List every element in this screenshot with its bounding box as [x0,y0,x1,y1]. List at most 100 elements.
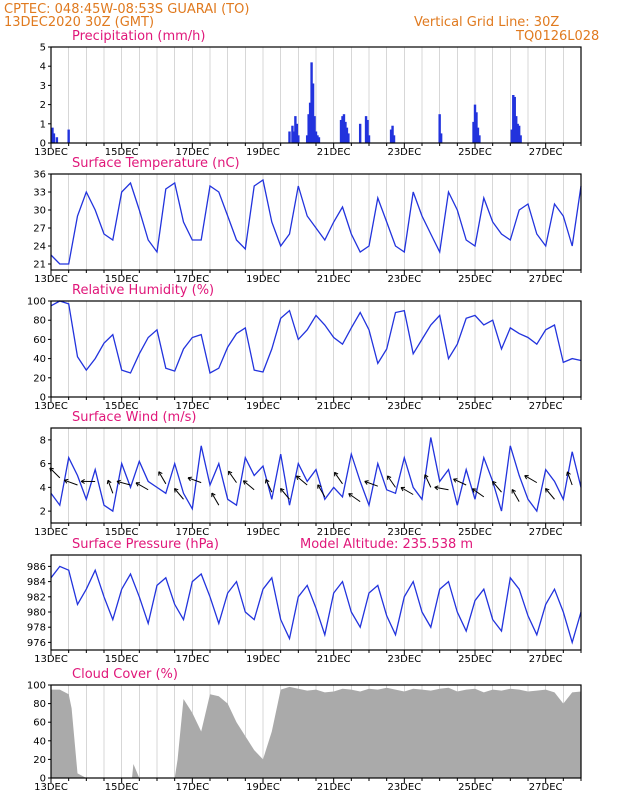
wind-arrow-shaft [243,480,255,491]
precip-bar [392,135,396,143]
wind-arrow-shaft [472,488,485,498]
cloud-xtick-label: 13DEC [34,782,68,793]
wind-ytick-label: 8 [40,435,46,446]
temp-xtick-label: 21DEC [317,274,351,285]
precip-xtick-label: 27DEC [529,147,563,158]
precip-bar [52,133,56,143]
precip-bar [314,131,318,143]
wind-arrow [492,480,502,493]
wind-arrow-shaft [187,477,202,484]
wind-arrow-head [107,479,112,484]
wind-arrow-head [424,474,429,478]
cloud-ytick-label: 20 [33,755,46,766]
wind-xtick-label: 21DEC [317,527,351,538]
rh-xtick-label: 17DEC [175,401,209,412]
pressure-xtick-label: 27DEC [529,654,563,665]
wind-arrow-head [158,471,163,475]
cloud-xtick-label: 23DEC [387,782,421,793]
humidity-panel: Relative Humidity (%) 0 20 40 60 80 100 13DEC 1… [27,283,582,412]
wind-arrow-shaft [545,488,555,500]
cloud-xtick-label: 17DEC [175,782,209,793]
wind-xtick-label: 27DEC [529,527,563,538]
wind-arrow-shaft [64,479,78,486]
cloud-ytick-label: 80 [33,699,46,710]
wind-arrow-shaft [296,475,308,486]
precip-bar [308,102,312,143]
precip-xtick-label: 19DEC [246,147,280,158]
wind-ytick-label: 2 [40,507,46,518]
cloud-ytick-label: 40 [33,736,46,747]
pressure-xtick-label: 17DEC [175,654,209,665]
wind-arrow-head [116,481,121,485]
wind-arrow-shaft [265,479,273,493]
wind-arrow-head [280,488,285,491]
pressure-series-line [50,565,582,645]
wind-arrow-head [317,484,322,488]
precip-bar [316,135,319,143]
wind-arrow [280,488,290,500]
precip-bar [344,121,347,143]
wind-ytick-label: 4 [40,483,46,494]
wind-arrow-head [106,480,109,485]
wind-arrow [317,484,326,498]
wind-arrow-shaft [211,492,220,506]
wind-arrow-head [364,481,368,485]
precip-bar [519,135,522,143]
precip-bar [439,133,443,143]
cloud-cover-panel: Cloud Cover (%) 0 20 40 60 80 100 13DEC 15DEC 17… [27,667,582,793]
wind-arrow-shaft [400,487,414,495]
wind-arrow-head [64,478,69,481]
pressure-xtick-label: 19DEC [246,654,280,665]
precip-xtick-label: 21DEC [317,147,351,158]
wind-arrow-shaft [492,481,502,493]
wind-title: Surface Wind (m/s) [72,410,196,425]
wind-arrow-head [492,480,497,484]
pressure-ytick-label: 986 [27,562,46,573]
precip-xtick-label: 25DEC [458,147,492,158]
pressure-ytick-label: 984 [27,577,46,588]
precip-bar [291,125,294,143]
wind-arrow [424,474,432,488]
wind-arrow-shaft [174,488,184,500]
precip-bar [341,116,344,143]
precip-bar [347,133,350,143]
rh-xtick-label: 21DEC [317,401,351,412]
cloud-ytick-label: 0 [40,774,46,785]
pressure-panel: Surface Pressure (hPa) Model Altitude: 2… [27,537,582,665]
wind-arrow [334,471,343,485]
header-grid-line: Vertical Grid Line: 30Z [414,15,559,30]
wind-arrow-shaft [334,472,343,485]
temp-ytick-label: 24 [33,242,46,253]
wind-arrow-head [492,481,494,486]
wind-arrow-head [471,488,475,493]
pressure-xtick-label: 23DEC [387,654,421,665]
wind-arrow-head [116,479,121,482]
precip-bar [307,114,310,143]
wind-arrow-shaft [280,488,290,500]
wind-arrow-head [434,486,439,491]
wind-arrow [228,470,237,483]
wind-arrow-head [187,476,192,479]
wind-arrow [524,475,538,484]
precip-ytick-label: 2 [40,100,46,111]
pressure-xtick-label: 25DEC [458,654,492,665]
precip-bar [473,104,477,143]
rh-xtick-label: 19DEC [246,401,280,412]
wind-arrow-head [280,488,282,493]
temp-xtick-label: 27DEC [529,274,563,285]
temp-ytick-label: 33 [33,188,46,199]
model-altitude-label: Model Altitude: 235.538 m [300,537,473,552]
precip-xtick-label: 23DEC [387,147,421,158]
precipitation-title: Precipitation (mm/h) [72,29,205,44]
rh-xtick-label: 25DEC [458,401,492,412]
wind-arrow-head [242,480,246,485]
wind-arrow-shaft [116,480,131,486]
precip-ytick-label: 1 [40,119,46,130]
precip-bar [339,119,343,143]
precip-bar [358,123,362,143]
precip-bar [311,83,315,143]
precip-ytick-label: 5 [40,43,46,54]
precip-bar [476,127,480,143]
precip-bar [512,95,515,143]
temp-xtick-label: 15DEC [105,274,139,285]
